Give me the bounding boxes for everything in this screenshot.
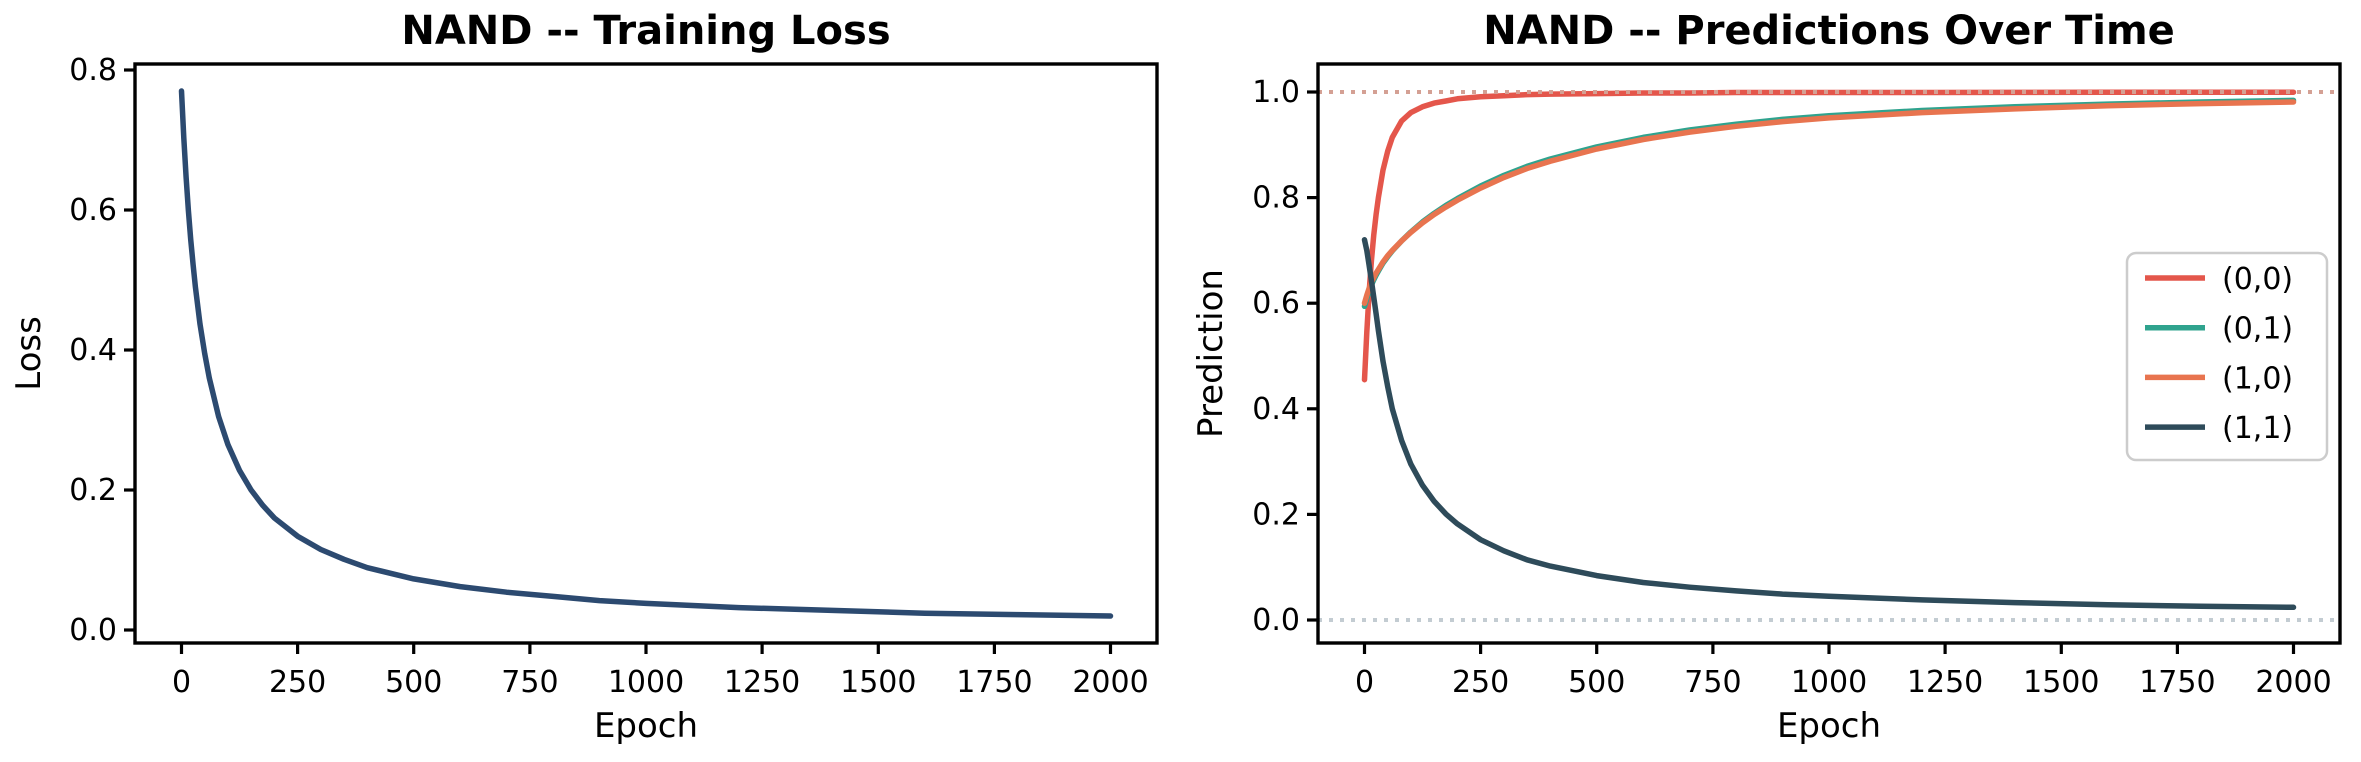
x-tick-label: 1500 <box>840 665 916 700</box>
x-axis-label: Epoch <box>594 706 698 746</box>
legend-label: (0,1) <box>2222 312 2293 347</box>
series-line-(1,0) <box>1361 99 2297 306</box>
x-tick-label: 1750 <box>2139 665 2215 700</box>
y-tick-label: 0.6 <box>69 193 117 228</box>
series-line-(0,0) <box>1361 89 2297 383</box>
series-line-training-loss <box>178 88 1114 619</box>
y-tick-label: 0.8 <box>69 53 117 88</box>
x-tick-label: 750 <box>501 665 558 700</box>
x-tick-label: 1000 <box>608 665 684 700</box>
y-tick-label: 0.6 <box>1252 286 1300 321</box>
predictions-chart: 0 250 500 750 1000 1250 1500 1750 2000 0.0 0.2 0.4 0… <box>1191 8 2342 746</box>
y-axis-label: Loss <box>9 316 49 391</box>
training-loss-chart: 0 250 500 750 1000 1250 1500 1750 2000 0.0 0.2 0.4 0… <box>9 8 1159 746</box>
chart-title: NAND -- Training Loss <box>401 8 890 54</box>
x-tick-label: 1250 <box>724 665 800 700</box>
y-tick-label: 0.2 <box>69 473 117 508</box>
x-axis-label: Epoch <box>1777 706 1881 746</box>
legend-box <box>2125 251 2329 462</box>
x-tick-label: 1000 <box>1791 665 1867 700</box>
x-tick-label: 250 <box>269 665 326 700</box>
x-tick-label: 0 <box>172 665 191 700</box>
x-tick-label: 1500 <box>2023 665 2099 700</box>
y-tick-label: 0.4 <box>1252 392 1300 427</box>
x-tick-label: 750 <box>1684 665 1741 700</box>
legend: (0,0) (0,1) (1,0) (1,1) <box>2125 251 2329 462</box>
y-tick-label: 0.0 <box>69 613 117 648</box>
y-axis-label: Prediction <box>1191 269 1231 438</box>
chart-title: NAND -- Predictions Over Time <box>1483 8 2175 54</box>
legend-label: (1,1) <box>2222 411 2293 446</box>
legend-label: (0,0) <box>2222 262 2293 297</box>
x-tick-label: 2000 <box>1072 665 1148 700</box>
y-tick-label: 0.2 <box>1252 497 1300 532</box>
x-tick-label: 1250 <box>1907 665 1983 700</box>
axes-spines <box>133 62 1159 645</box>
y-tick-label: 0.4 <box>69 333 117 368</box>
y-tick-label: 1.0 <box>1252 75 1300 110</box>
y-tick-label: 0.8 <box>1252 181 1300 216</box>
legend-label: (1,0) <box>2222 361 2293 396</box>
x-tick-label: 1750 <box>956 665 1032 700</box>
x-tick-label: 0 <box>1355 665 1374 700</box>
x-tick-label: 500 <box>1568 665 1625 700</box>
y-tick-label: 0.0 <box>1252 603 1300 638</box>
x-tick-label: 500 <box>385 665 442 700</box>
x-tick-label: 2000 <box>2255 665 2331 700</box>
series-line-(1,1) <box>1361 237 2297 611</box>
x-tick-label: 250 <box>1452 665 1509 700</box>
